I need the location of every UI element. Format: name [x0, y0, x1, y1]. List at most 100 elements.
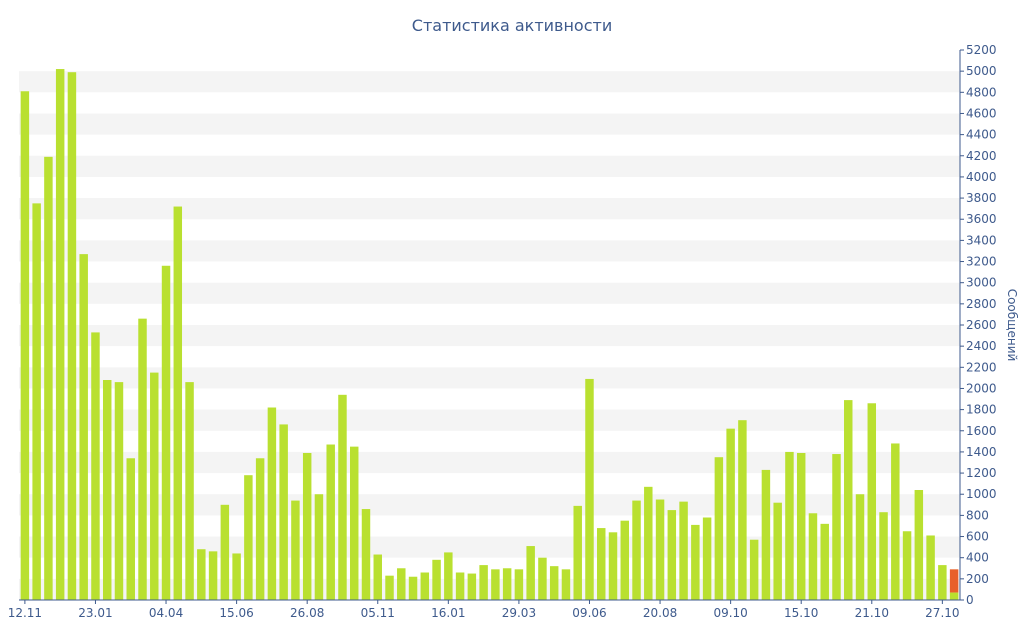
x-tick-label: 04.04 — [149, 606, 183, 620]
bar — [55, 69, 65, 601]
x-tick-label: 29.03 — [502, 606, 536, 620]
bar — [949, 592, 959, 600]
x-tick-label: 26.08 — [290, 606, 324, 620]
bar — [808, 513, 818, 600]
x-axis: 12.11 23.01 04.04 15.06 26.08 05.11 16.01 29.03… — [8, 600, 960, 620]
grid-band — [19, 536, 960, 558]
grid-band — [19, 578, 960, 600]
bar — [714, 457, 724, 600]
bar — [291, 500, 300, 600]
bar — [608, 532, 618, 600]
bar — [549, 566, 559, 600]
bar — [185, 382, 194, 600]
y-tick-label: 1400 — [966, 445, 997, 459]
bar — [279, 424, 288, 600]
y-tick-label: 5000 — [966, 64, 997, 78]
y-tick-label: 2800 — [966, 297, 997, 311]
bar — [832, 454, 841, 600]
bar — [385, 575, 394, 600]
bar — [867, 403, 877, 600]
y-axis: 0 200 400 600 800 1000 1200 1400 1600 1800 2000 220… — [960, 43, 997, 607]
bar — [432, 559, 441, 600]
x-tick-label: 12.11 — [8, 606, 42, 620]
bar — [597, 528, 606, 600]
y-tick-label: 5200 — [966, 43, 997, 57]
y-tick-label: 2000 — [966, 381, 997, 395]
bar — [538, 557, 547, 600]
y-tick-label: 4800 — [966, 85, 997, 99]
grid-band — [19, 113, 960, 135]
bar — [455, 572, 465, 600]
bar — [161, 265, 171, 600]
y-tick-label: 1800 — [966, 403, 997, 417]
bar — [691, 524, 700, 600]
bar — [526, 546, 535, 600]
bar — [561, 569, 571, 600]
bar — [79, 254, 88, 600]
bar — [314, 494, 324, 600]
grid-band — [19, 240, 960, 262]
x-tick-label: 15.10 — [784, 606, 818, 620]
bar-current — [949, 569, 959, 593]
x-tick-label: 23.01 — [78, 606, 112, 620]
grid-band — [19, 198, 960, 220]
bar — [820, 523, 829, 600]
bar — [338, 394, 347, 600]
bar — [726, 428, 735, 600]
bar — [655, 499, 665, 600]
y-tick-label: 600 — [966, 530, 989, 544]
bar — [349, 446, 359, 600]
bar — [173, 206, 183, 601]
y-tick-label: 4200 — [966, 149, 997, 163]
bar — [302, 452, 312, 600]
bar — [902, 531, 912, 600]
bar — [255, 458, 265, 600]
y-tick-label: 0 — [966, 593, 974, 607]
bar — [938, 565, 947, 600]
bar — [514, 569, 524, 600]
bar — [361, 509, 371, 600]
x-tick-label: 05.11 — [361, 606, 395, 620]
bar — [150, 372, 159, 600]
y-tick-label: 3800 — [966, 191, 997, 205]
bar — [373, 554, 382, 600]
x-tick-label: 16.01 — [431, 606, 465, 620]
bar — [796, 452, 806, 600]
grid-band — [19, 155, 960, 177]
bar — [408, 576, 418, 600]
y-tick-label: 3200 — [966, 255, 997, 269]
x-tick-label: 09.06 — [572, 606, 606, 620]
bar — [644, 486, 653, 600]
bar — [879, 512, 888, 600]
bar — [232, 553, 241, 600]
bar — [208, 551, 218, 600]
bar — [20, 91, 30, 600]
bar — [667, 510, 677, 600]
y-tick-label: 3000 — [966, 276, 997, 290]
bars-group — [20, 69, 959, 601]
bar — [138, 318, 147, 600]
chart-title: Статистика активности — [412, 16, 612, 35]
bar — [126, 458, 135, 600]
y-axis-title: Сообщений — [1005, 289, 1019, 362]
y-tick-label: 2400 — [966, 339, 997, 353]
y-tick-label: 200 — [966, 572, 989, 586]
y-tick-label: 800 — [966, 508, 989, 522]
x-tick-label: 20.08 — [643, 606, 677, 620]
y-tick-label: 4000 — [966, 170, 997, 184]
bar — [44, 156, 53, 601]
bar — [114, 382, 124, 600]
y-tick-label: 2600 — [966, 318, 997, 332]
bar — [891, 443, 900, 600]
grid-band — [19, 325, 960, 347]
bar — [502, 568, 512, 600]
bar — [844, 400, 853, 600]
bar — [914, 490, 924, 600]
bar — [761, 469, 771, 600]
bar — [102, 380, 112, 600]
bar — [267, 407, 277, 600]
bar — [491, 569, 500, 600]
bar — [620, 520, 630, 600]
grid-bands — [19, 71, 960, 600]
